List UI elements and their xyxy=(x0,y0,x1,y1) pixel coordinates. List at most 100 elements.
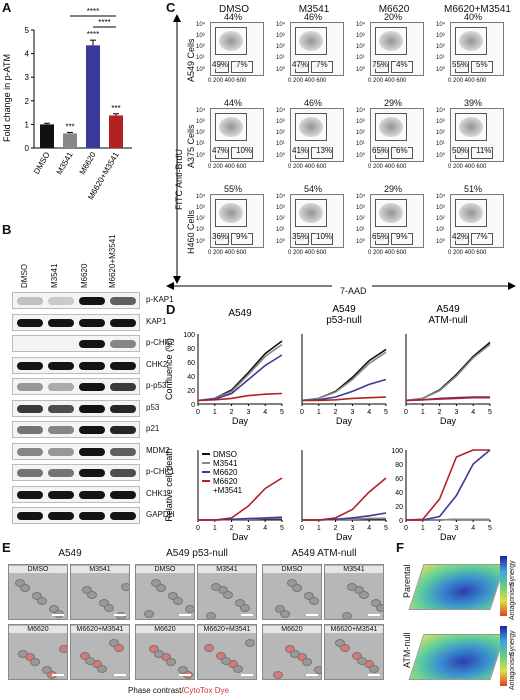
blot-band xyxy=(48,318,74,327)
tick-label-x: 1 xyxy=(317,409,321,416)
panel-d-label: D xyxy=(166,302,176,317)
tick-label-x: 2 xyxy=(230,525,234,532)
cell-blob xyxy=(280,610,290,618)
facs-ytick: 10⁰ xyxy=(276,153,286,159)
microscopy-label: M3541 xyxy=(71,566,129,573)
tick-label-x: 1 xyxy=(213,409,217,416)
legend-entry: +M3541 xyxy=(213,486,243,495)
tick-label-y: 5 xyxy=(25,26,30,35)
microscopy-label: DMSO xyxy=(263,566,321,573)
colorbar xyxy=(500,556,507,616)
cell-blob xyxy=(223,591,233,599)
cell-blob xyxy=(233,665,243,673)
facs-xticks: 0 200 400 600 xyxy=(368,250,407,256)
category-label: M3541 xyxy=(55,150,75,176)
series-DMSO xyxy=(405,341,491,402)
microscopy-image: M6620 xyxy=(8,624,68,680)
facs-ytick: 10⁴ xyxy=(196,22,206,28)
facs-column-title: DMSO xyxy=(219,4,249,15)
cell-blob xyxy=(347,583,357,591)
tick-label-y: 3 xyxy=(25,73,30,82)
blot-band xyxy=(79,447,105,456)
blot-row xyxy=(12,335,140,352)
surface-row-label: ATM-null xyxy=(402,632,412,668)
facs-ytick: 10⁴ xyxy=(196,194,206,200)
facs-br-pct: 7% xyxy=(236,60,248,69)
series-M6620+M3541 xyxy=(197,392,283,402)
microscopy-group-title: A549 xyxy=(58,548,82,559)
blot-row-label: p-CHK2 xyxy=(146,338,175,347)
cell-blob xyxy=(211,583,221,591)
cell-blob xyxy=(20,584,30,592)
panel-c-arrow xyxy=(166,282,516,290)
facs-ytick: 10⁴ xyxy=(196,108,206,114)
blot-lane-label: M6620 xyxy=(80,263,89,288)
series-M3541 xyxy=(197,343,283,402)
facs-ytick: 10⁴ xyxy=(276,108,286,114)
facs-bl-pct: 50% xyxy=(452,146,469,155)
facs-xticks: 0 200 400 600 xyxy=(208,164,247,170)
tick-label-x: 4 xyxy=(263,409,267,416)
facs-gate-top xyxy=(215,27,247,55)
panel-d-xlabel: Day xyxy=(336,532,353,540)
facs-row-label: A549 Cells xyxy=(186,38,196,82)
facs-ytick: 10² xyxy=(276,44,285,50)
caption-phase: Phase contrast/ xyxy=(128,686,184,695)
blot-band xyxy=(48,426,74,434)
tick-label-x: 1 xyxy=(213,525,217,532)
panel-d-title: A549 xyxy=(332,304,356,315)
facs-cloud xyxy=(299,203,323,223)
sig-label: *** xyxy=(65,122,74,131)
blot-band xyxy=(17,426,43,434)
tick-label-x: 0 xyxy=(300,409,304,416)
blot-band xyxy=(110,447,136,456)
tick-label-x: 3 xyxy=(454,409,458,416)
microscopy-label: DMSO xyxy=(136,566,194,573)
blot-lane-label: M6620+M3541 xyxy=(108,234,117,288)
facs-xticks: 0 200 400 600 xyxy=(368,164,407,170)
panel-d-xlabel: Day xyxy=(440,416,457,426)
facs-top-pct: 20% xyxy=(384,12,403,22)
microscopy-image: DMSO xyxy=(8,564,68,620)
facs-column-title: M6620+M3541 xyxy=(444,4,511,15)
facs-gate-top xyxy=(215,199,247,227)
tick-label-x: 3 xyxy=(350,525,354,532)
blot-row-label: p53 xyxy=(146,402,160,412)
panel-e-caption: Phase contrast/CytoTox Dye xyxy=(128,686,229,695)
facs-ytick: 10² xyxy=(436,130,445,136)
facs-ytick: 10³ xyxy=(356,205,365,211)
tick-label-y: 4 xyxy=(25,50,30,59)
microscopy-label: M6620+M3541 xyxy=(325,626,383,633)
blot-row xyxy=(12,399,140,417)
facs-ytick: 10⁰ xyxy=(436,153,446,159)
surface-plot xyxy=(408,556,506,616)
bar-DMSO xyxy=(40,124,54,148)
tick-label-x: 0 xyxy=(196,525,200,532)
blot-band xyxy=(79,512,105,520)
blot-band xyxy=(110,426,136,434)
microscopy-image: DMSO xyxy=(135,564,195,620)
scale-bar xyxy=(52,614,64,616)
facs-xticks: 0 200 400 600 xyxy=(368,78,407,84)
facs-ytick: 10⁰ xyxy=(196,67,206,73)
facs-top-pct: 54% xyxy=(304,184,323,194)
panel-c-label: C xyxy=(166,0,176,15)
microscopy-image: M3541 xyxy=(324,564,384,620)
panel-d-title: A549 xyxy=(228,308,252,319)
facs-ytick: 10³ xyxy=(436,205,445,211)
facs-ytick: 10² xyxy=(436,44,445,50)
facs-top-pct: 29% xyxy=(384,98,403,108)
scale-bar xyxy=(306,674,318,676)
blot-row xyxy=(12,507,140,524)
facs-ytick: 10³ xyxy=(276,205,285,211)
cell-blob xyxy=(273,671,283,679)
facs-cloud xyxy=(459,31,483,51)
cell-blob xyxy=(156,584,166,592)
cell-blob xyxy=(240,604,250,612)
panel-d-xlabel: Day xyxy=(232,416,249,426)
blot-row-label: p-CHK1 xyxy=(146,467,175,476)
blot-band xyxy=(79,469,105,477)
tick-label-y: 0 xyxy=(399,518,403,525)
facs-br-pct: 9% xyxy=(236,232,248,241)
